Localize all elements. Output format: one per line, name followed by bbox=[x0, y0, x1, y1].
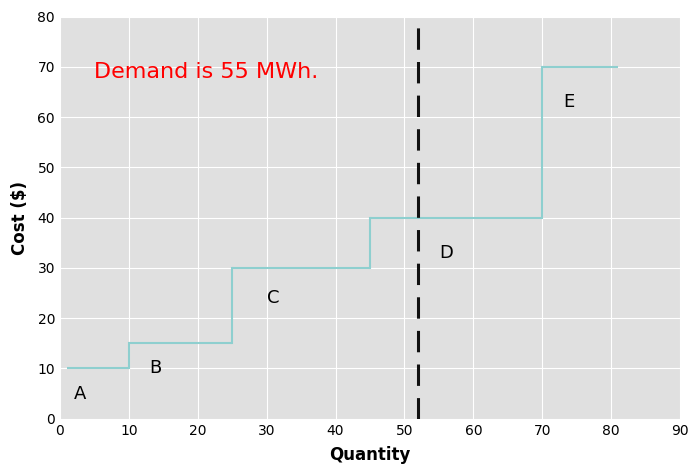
Text: Demand is 55 MWh.: Demand is 55 MWh. bbox=[94, 62, 318, 82]
Text: E: E bbox=[563, 93, 574, 111]
Text: D: D bbox=[439, 244, 453, 262]
Y-axis label: Cost ($): Cost ($) bbox=[11, 180, 29, 255]
X-axis label: Quantity: Quantity bbox=[329, 446, 411, 464]
Text: B: B bbox=[150, 360, 162, 378]
Text: C: C bbox=[267, 289, 279, 307]
Text: A: A bbox=[74, 385, 86, 403]
